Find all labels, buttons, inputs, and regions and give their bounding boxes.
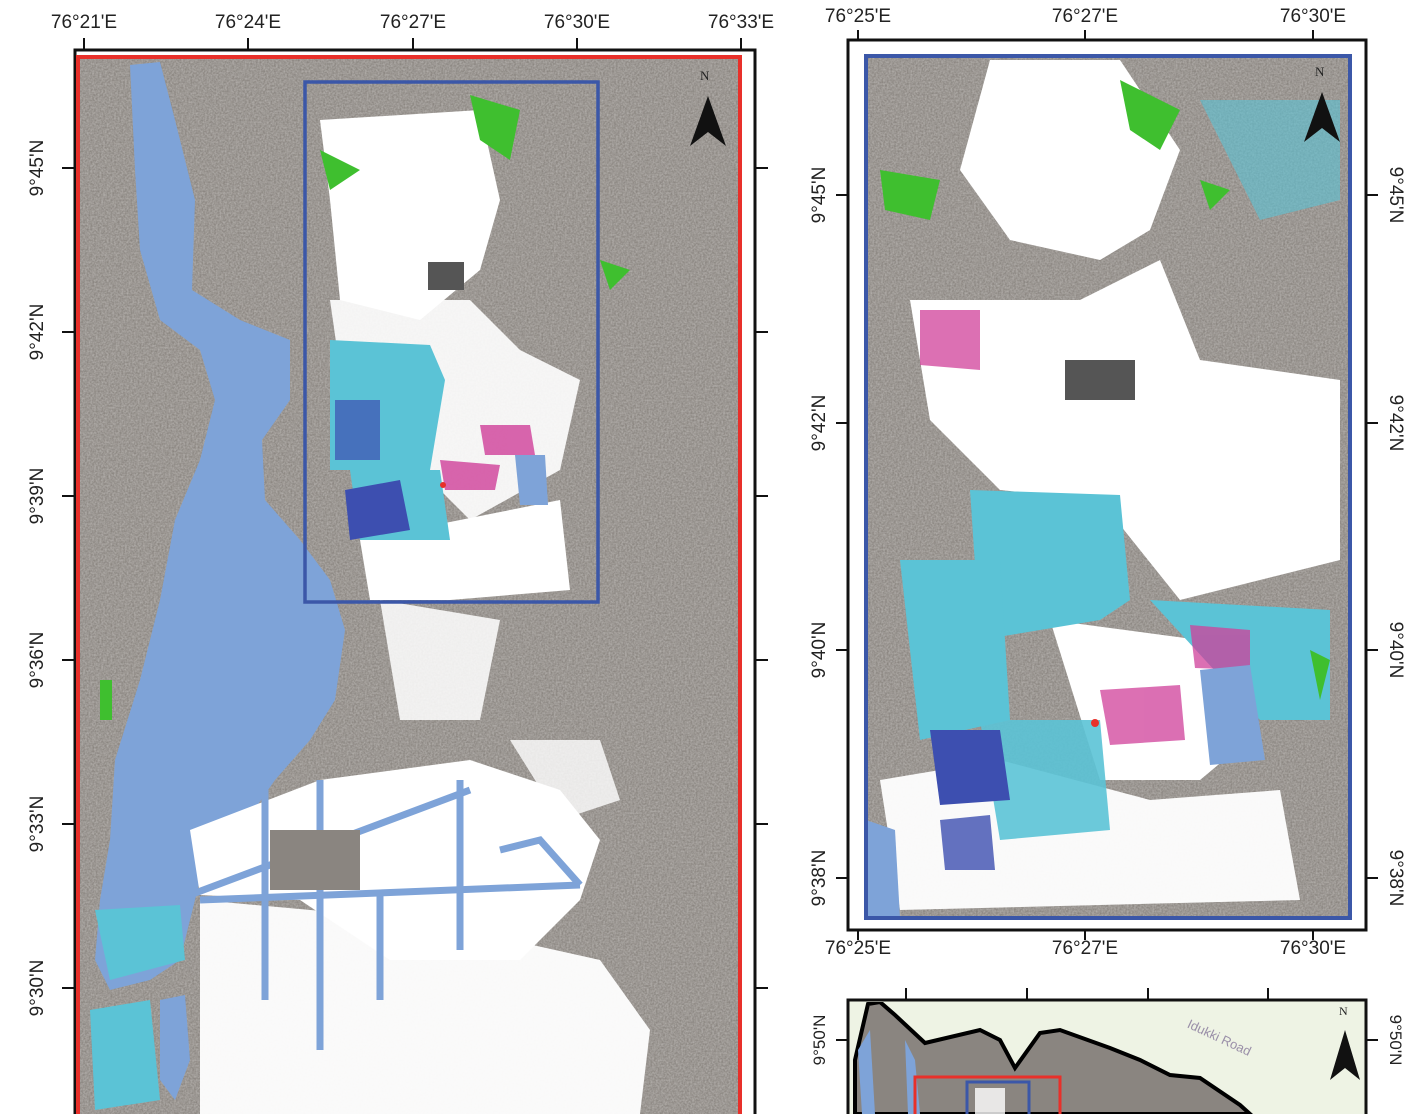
lon-label: 76°21'E — [50, 12, 118, 33]
main-map-red-frame — [76, 55, 742, 1114]
vembanad-lake — [95, 62, 345, 990]
lon-label: 76°30'E — [543, 12, 611, 33]
lat-label: 9°45'N — [1385, 166, 1406, 224]
lat-label: 9°42'N — [809, 394, 830, 452]
main-map-ticks — [62, 38, 768, 989]
locator-zoom-extent — [965, 1080, 1031, 1114]
zoom-class-magenta — [920, 310, 1250, 745]
zoom-class-blue — [930, 730, 1010, 870]
lat-label: 9°42'N — [1385, 394, 1406, 452]
lon-label: 76°27'E — [1051, 938, 1119, 959]
zoom-map-blue-frame — [864, 54, 1352, 920]
lat-label: 9°42'N — [27, 303, 48, 361]
lat-label: 9°45'N — [809, 166, 830, 224]
class-green — [100, 95, 630, 720]
north-arrow-icon — [1304, 92, 1340, 142]
paddy-fields-white — [190, 110, 650, 1114]
zoom-class-green — [880, 80, 1330, 700]
north-arrow-icon — [690, 96, 726, 146]
lat-label: 9°40'N — [1385, 621, 1406, 679]
zoom-map — [836, 30, 1378, 940]
lon-label: 76°30'E — [1279, 938, 1347, 959]
lon-label: 76°33'E — [707, 12, 775, 33]
main-map — [62, 38, 768, 1114]
water-channels — [188, 780, 583, 1050]
lon-label: 76°25'E — [824, 6, 892, 27]
lat-label: 9°40'N — [809, 621, 830, 679]
lat-label: 9°36'N — [27, 631, 48, 689]
lat-label: 9°45'N — [27, 139, 48, 197]
zoom-extent-box — [303, 80, 600, 604]
class-blue — [335, 400, 410, 540]
lat-label: 9°50'N — [810, 1014, 829, 1066]
lon-label: 76°27'E — [379, 12, 447, 33]
north-label: N — [1339, 1004, 1348, 1018]
north-label: N — [700, 68, 710, 83]
lat-label: 9°50'N — [1386, 1014, 1405, 1066]
locator-map — [836, 988, 1378, 1114]
pond — [515, 455, 548, 505]
study-area-boundary — [853, 1002, 1253, 1114]
site-marker — [440, 482, 446, 488]
north-label: N — [1315, 64, 1325, 79]
lat-label: 9°38'N — [809, 849, 830, 907]
lon-label: 76°24'E — [214, 12, 282, 33]
lake-south — [160, 995, 190, 1100]
lon-label: 76°30'E — [1279, 6, 1347, 27]
zoom-lake-edge — [866, 820, 900, 918]
zoom-pond — [1200, 665, 1265, 765]
lat-label: 9°33'N — [27, 795, 48, 853]
zoom-class-cyan — [900, 100, 1340, 840]
lon-label: 76°27'E — [1051, 6, 1119, 27]
north-arrow-icon — [1330, 1030, 1360, 1080]
lat-label: 9°30'N — [27, 959, 48, 1017]
zoom-map-ticks — [836, 30, 1378, 940]
lon-label: 76°25'E — [824, 938, 892, 959]
locator-main-extent — [913, 1075, 1062, 1114]
class-magenta — [440, 425, 535, 490]
lat-label: 9°38'N — [1385, 849, 1406, 907]
lat-label: 9°39'N — [27, 467, 48, 525]
